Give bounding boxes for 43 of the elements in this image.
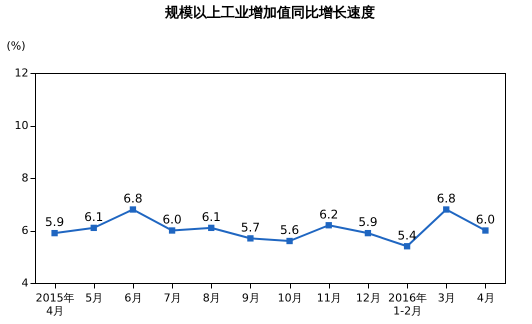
- y-tick-label: 6: [22, 224, 28, 237]
- x-tick-label: 3月: [438, 292, 456, 304]
- point: [51, 230, 58, 236]
- data-label: 6.1: [202, 210, 221, 224]
- point: [286, 238, 293, 244]
- point: [90, 224, 97, 232]
- data-label: 5.7: [240, 220, 260, 234]
- x-tick-label: 2015年 4月: [36, 292, 75, 318]
- point: [208, 224, 214, 232]
- data-label: 5.9: [45, 215, 64, 230]
- data-label: 6.0: [162, 212, 182, 226]
- data-label: 6.8: [436, 192, 456, 206]
- y-tick-label: 12: [14, 66, 28, 80]
- y-tick-label: 10: [14, 119, 28, 132]
- data-label: 5.6: [280, 223, 300, 237]
- point: [130, 206, 136, 213]
- data-label: 5.4: [398, 228, 417, 242]
- data-label: 6.1: [84, 210, 104, 224]
- y-axis-title: (%): [6, 40, 26, 52]
- x-tick-label: 10月: [278, 292, 303, 304]
- x-tick-label: 12月: [356, 292, 381, 304]
- point: [326, 222, 332, 228]
- y-tick-label: 4: [22, 276, 28, 290]
- data-label: 6.0: [476, 212, 495, 226]
- x-tick-label: 6月: [124, 292, 142, 304]
- x-tick-label: 7月: [164, 292, 182, 304]
- chart-title: 规模以上工业增加值同比增长速度: [164, 4, 375, 21]
- data-label: 5.9: [358, 215, 378, 230]
- point: [482, 227, 489, 234]
- point: [247, 235, 254, 242]
- point: [443, 206, 450, 213]
- x-tick-label: 9月: [242, 292, 260, 304]
- x-tick-label: 11月: [316, 292, 342, 304]
- data-label: 6.2: [319, 207, 338, 222]
- x-tick-label: 4月: [476, 292, 495, 304]
- x-tick-label: 8月: [202, 292, 221, 304]
- x-tick-label: 5月: [85, 292, 104, 304]
- data-label: 6.8: [123, 192, 142, 206]
- point: [364, 230, 372, 236]
- point: [404, 243, 410, 250]
- point: [168, 227, 176, 234]
- y-tick-label: 8: [22, 172, 28, 184]
- x-tick-label: 2016年 1-2月: [388, 292, 428, 318]
